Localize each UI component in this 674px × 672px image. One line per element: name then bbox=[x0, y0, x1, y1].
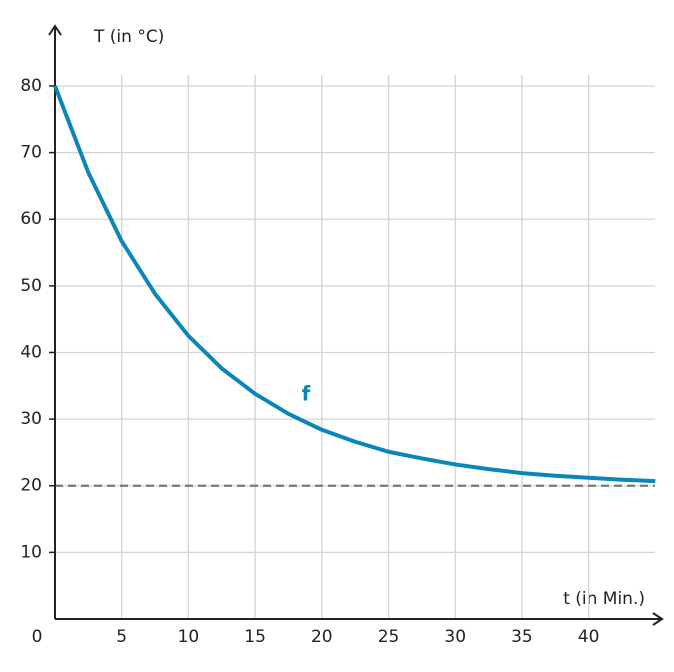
x-tick-label: 15 bbox=[244, 627, 266, 647]
y-tick-label: 10 bbox=[20, 542, 42, 562]
x-tick-label: 5 bbox=[116, 627, 127, 647]
x-tick-label: 0 bbox=[32, 627, 43, 647]
y-tick-label: 30 bbox=[20, 409, 42, 429]
y-tick-label: 80 bbox=[20, 76, 42, 96]
x-tick-label: 40 bbox=[578, 627, 600, 647]
line bbox=[53, 85, 656, 484]
y-tick-label: 60 bbox=[20, 209, 42, 229]
x-tick-label: 10 bbox=[178, 627, 200, 647]
x-axis-label: t (in Min.) bbox=[563, 589, 645, 609]
x-tick-label: 20 bbox=[311, 627, 333, 647]
x-tick-label: 25 bbox=[378, 627, 400, 647]
x-axis bbox=[55, 612, 664, 626]
y-tick-label: 20 bbox=[20, 476, 42, 496]
y-axis-label: T (in °C) bbox=[93, 27, 164, 47]
x-tick-label: 35 bbox=[511, 627, 533, 647]
y-tick-label: 40 bbox=[20, 342, 42, 362]
y-tick-label: 50 bbox=[20, 276, 42, 296]
y-tick-label: 70 bbox=[20, 143, 42, 163]
x-tick-label: 30 bbox=[444, 627, 466, 647]
y-axis bbox=[48, 24, 62, 619]
series-label: f bbox=[302, 382, 311, 406]
